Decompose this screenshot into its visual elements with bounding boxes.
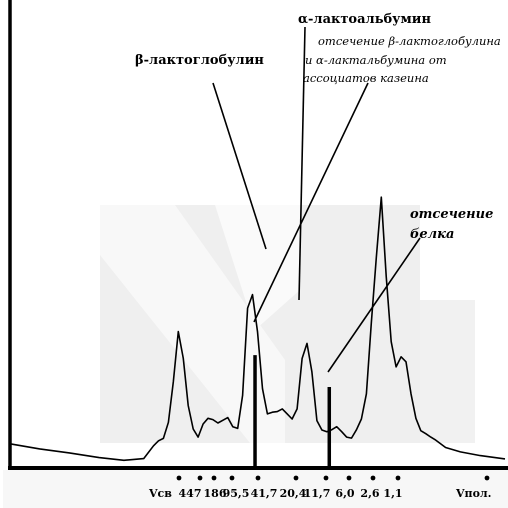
x-tick-dot (176, 475, 182, 481)
cutoff-note-pointer (253, 82, 369, 323)
x-tick-label: 2,6 (360, 487, 379, 500)
x-tick-label: 95,5 (223, 487, 250, 500)
x-tick-dot (323, 475, 329, 481)
x-axis-right-label: Vпол. (455, 487, 492, 500)
beta-lactoglobulin-pointer (212, 82, 267, 250)
protein-cutoff-line-1: отсечение (410, 207, 493, 222)
x-tick-dot (346, 475, 352, 481)
x-tick-dot (484, 475, 490, 481)
x-tick-dot (255, 475, 261, 481)
cutoff-note-line-2: и α-лактальбумина от (305, 53, 447, 67)
x-tick-label: 11,7 (304, 487, 331, 500)
x-tick-dot (211, 475, 217, 481)
x-axis-left-label: Vсв (148, 487, 172, 500)
chromatogram-trace (9, 196, 506, 462)
x-tick-label: 41,7 (251, 487, 278, 500)
x-tick-dot (293, 475, 299, 481)
x-tick-dot (197, 475, 203, 481)
protein-cutoff-pointer (327, 237, 421, 373)
x-tick-label: 20,4 (280, 487, 307, 500)
cutoff-markers (253, 355, 332, 468)
x-tick-label: 1,1 (383, 487, 402, 500)
x-tick-dot (395, 475, 401, 481)
annotation-pointers (212, 26, 421, 373)
x-tick-dot (229, 475, 235, 481)
background-watermark (3, 205, 508, 508)
x-tick-dot (370, 475, 376, 481)
alpha-lactalbumin-label: α-лактоальбумин (298, 12, 431, 27)
x-tick-label: 186 (204, 487, 227, 500)
protein-cutoff-line-2: белка (410, 227, 454, 242)
beta-lactoglobulin-label: β-лактоглобулин (135, 53, 264, 68)
x-tick-label: 6,0 (335, 487, 354, 500)
cutoff-note-line-1: отсечение β-лактоглобулина (318, 34, 501, 48)
alpha-lactalbumin-pointer (298, 26, 306, 301)
cutoff-note-line-3: ассоциатов казеина (303, 71, 429, 85)
x-tick-label: 447 (179, 487, 202, 500)
x-tick-dots (176, 475, 490, 481)
